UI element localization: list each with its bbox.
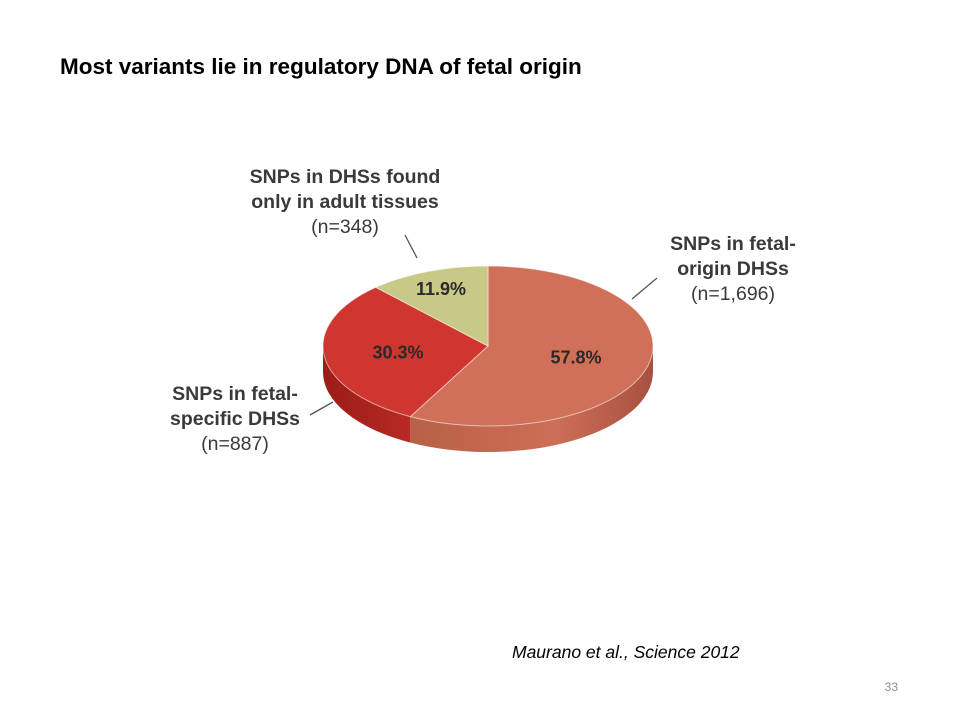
callout-adult-tissues: SNPs in DHSs found only in adult tissues…: [220, 165, 470, 240]
pie-slice-fetal-specific: [322, 286, 489, 418]
citation: Maurano et al., Science 2012: [512, 642, 740, 662]
leader-line-fetal-specific: [309, 401, 334, 416]
pie-percent-label-adult-tissues: 11.9%: [416, 279, 466, 299]
callout-origin-count: (n=1,696): [690, 283, 776, 305]
callout-specific-line-2: specific DHSs: [169, 408, 301, 430]
pie-percent-label-fetal-specific: 30.3%: [372, 343, 423, 363]
callout-origin-line-1: SNPs in fetal-: [670, 233, 796, 255]
pie-side-fetal-specific: [323, 346, 411, 443]
callout-adult-line-2: only in adult tissues: [251, 191, 439, 213]
leader-line-adult-tissues: [404, 234, 418, 259]
pie-side-fetal-origin: [410, 346, 653, 452]
callout-adult-count: (n=348): [311, 216, 379, 238]
callout-fetal-origin: SNPs in fetal- origin DHSs (n=1,696): [648, 232, 818, 307]
callout-origin-line-2: origin DHSs: [677, 258, 789, 280]
pie-slice-fetal-origin: [409, 265, 654, 427]
pie-percent-label-fetal-origin: 57.8%: [550, 348, 601, 368]
pie-slice-adult-tissues: [374, 265, 489, 347]
callout-fetal-specific: SNPs in fetal- specific DHSs (n=887): [150, 382, 320, 457]
callout-specific-line-1: SNPs in fetal-: [172, 383, 298, 405]
page-number: 33: [884, 680, 898, 694]
callout-specific-count: (n=887): [201, 433, 269, 455]
leader-line-fetal-origin: [631, 277, 658, 300]
callout-adult-line-1: SNPs in DHSs found: [249, 166, 441, 188]
slide-title: Most variants lie in regulatory DNA of f…: [60, 54, 582, 79]
